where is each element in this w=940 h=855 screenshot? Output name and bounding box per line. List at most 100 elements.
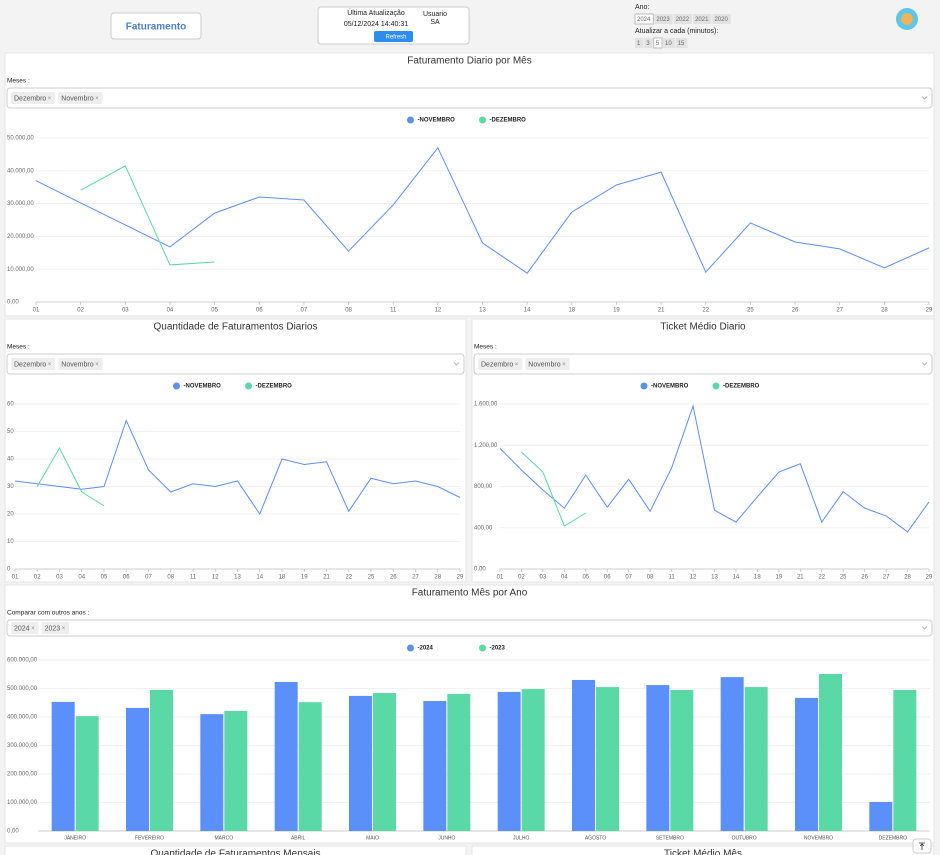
refresh-label: Atualizar a cada (minutos): xyxy=(635,28,718,35)
x-tick-label: JANEIRO xyxy=(64,835,86,841)
x-tick-label: 06 xyxy=(604,575,611,581)
option[interactable]: 2020 xyxy=(714,17,728,23)
app-button[interactable]: Faturamento xyxy=(126,22,187,33)
last-update-label: Última Atualização xyxy=(347,8,405,17)
filter-select[interactable] xyxy=(6,87,933,109)
chart-title: Faturamento Mês por Ano xyxy=(412,588,528,599)
line-series xyxy=(499,404,930,533)
filter-select[interactable] xyxy=(6,619,933,637)
y-tick-label: 20.000,00 xyxy=(7,234,34,240)
line-series xyxy=(14,419,461,516)
filter-tag[interactable] xyxy=(11,622,39,634)
legend-label: -DEZEMBRO xyxy=(723,384,760,390)
filter-tag[interactable] xyxy=(58,358,103,370)
option-box[interactable] xyxy=(712,14,731,24)
y-tick-label: 400.000,00 xyxy=(7,715,38,721)
filter-label: Comparar com outros anos : xyxy=(7,610,90,617)
option-box[interactable] xyxy=(663,38,675,48)
option-box[interactable] xyxy=(635,38,644,48)
x-tick-label: 06 xyxy=(123,575,130,581)
bar xyxy=(298,702,322,831)
x-tick-label: 22 xyxy=(818,575,825,581)
x-tick-label: 01 xyxy=(12,575,19,581)
scroll-top-icon xyxy=(919,842,925,850)
panel xyxy=(4,845,467,855)
x-tick-label: 08 xyxy=(345,308,352,314)
x-tick-label: 05 xyxy=(582,575,589,581)
bar xyxy=(200,714,224,831)
option[interactable]: 1 xyxy=(637,41,641,47)
y-tick-label: 0,00 xyxy=(7,300,19,306)
bar xyxy=(670,689,694,831)
x-tick-label: 14 xyxy=(733,575,740,581)
bar xyxy=(596,687,619,831)
x-tick-label: 19 xyxy=(776,575,783,581)
option-box[interactable] xyxy=(634,13,654,25)
refresh-button-box[interactable] xyxy=(374,31,413,42)
filter-tag-remove[interactable]: × xyxy=(95,362,99,368)
x-tick-label: 21 xyxy=(797,575,804,581)
x-tick-label: 07 xyxy=(625,575,632,581)
line-series xyxy=(35,146,930,274)
option[interactable]: 5 xyxy=(656,41,660,47)
filter-tag[interactable] xyxy=(478,358,523,370)
legend-label: -2024 xyxy=(418,646,434,652)
refresh-button[interactable]: Refresh xyxy=(385,35,406,41)
app-button-box[interactable] xyxy=(110,12,202,40)
option-box[interactable] xyxy=(654,14,673,24)
legend-label: -DEZEMBRO xyxy=(256,384,293,390)
filter-tag-remove[interactable]: × xyxy=(562,362,566,368)
option[interactable]: 3 xyxy=(646,41,650,47)
option[interactable]: 2022 xyxy=(676,17,690,23)
x-tick-label: 13 xyxy=(234,575,241,581)
bar xyxy=(646,685,670,831)
filter-tag[interactable] xyxy=(11,358,56,370)
x-tick-label: 28 xyxy=(904,575,911,581)
filter-tag-remove[interactable]: × xyxy=(62,626,66,632)
filter-select[interactable] xyxy=(473,353,933,375)
x-tick-label: 05 xyxy=(101,575,108,581)
filter-tag[interactable] xyxy=(58,92,103,104)
filter-tag-label: Novembro xyxy=(528,361,560,368)
filter-tag-remove[interactable]: × xyxy=(48,362,52,368)
x-tick-label: 29 xyxy=(457,575,464,581)
option[interactable]: 15 xyxy=(678,41,685,47)
x-tick-label: 18 xyxy=(754,575,761,581)
option-box[interactable] xyxy=(675,38,688,48)
x-tick-label: 19 xyxy=(613,308,620,314)
bar xyxy=(126,707,149,831)
option[interactable]: 10 xyxy=(665,41,672,47)
option-box[interactable] xyxy=(693,14,712,24)
option-box[interactable] xyxy=(653,37,663,49)
x-tick-label: 12 xyxy=(212,575,219,581)
x-tick-label: 29 xyxy=(926,308,933,314)
x-tick-label: 03 xyxy=(540,575,547,581)
option-box[interactable] xyxy=(673,14,693,24)
x-tick-label: 06 xyxy=(256,308,263,314)
filter-tag-remove[interactable]: × xyxy=(31,626,35,632)
option[interactable]: 2021 xyxy=(695,17,709,23)
filter-tag-remove[interactable]: × xyxy=(515,362,519,368)
filter-select[interactable] xyxy=(6,353,465,375)
bar xyxy=(373,693,396,831)
option-box[interactable] xyxy=(644,38,653,48)
x-tick-label: FEVEREIRO xyxy=(135,835,164,841)
x-tick-label: 14 xyxy=(524,308,531,314)
option[interactable]: 2023 xyxy=(656,17,670,23)
filter-tag-remove[interactable]: × xyxy=(95,96,99,102)
x-tick-label: 14 xyxy=(256,575,263,581)
filter-tag-label: Novembro xyxy=(61,361,93,368)
option[interactable]: 2024 xyxy=(637,17,651,23)
bar xyxy=(150,689,173,831)
filter-tag[interactable] xyxy=(525,358,570,370)
y-tick-label: 20 xyxy=(7,512,14,518)
filter-tag[interactable] xyxy=(41,622,70,634)
filter-tag-remove[interactable]: × xyxy=(48,96,52,102)
y-tick-label: 50 xyxy=(7,429,14,435)
x-tick-label: 02 xyxy=(34,575,41,581)
x-tick-label: 26 xyxy=(792,308,799,314)
x-tick-label: MARCO xyxy=(215,835,234,841)
y-tick-label: 30.000,00 xyxy=(7,201,34,207)
legend-marker xyxy=(712,382,720,390)
filter-tag[interactable] xyxy=(11,92,56,104)
